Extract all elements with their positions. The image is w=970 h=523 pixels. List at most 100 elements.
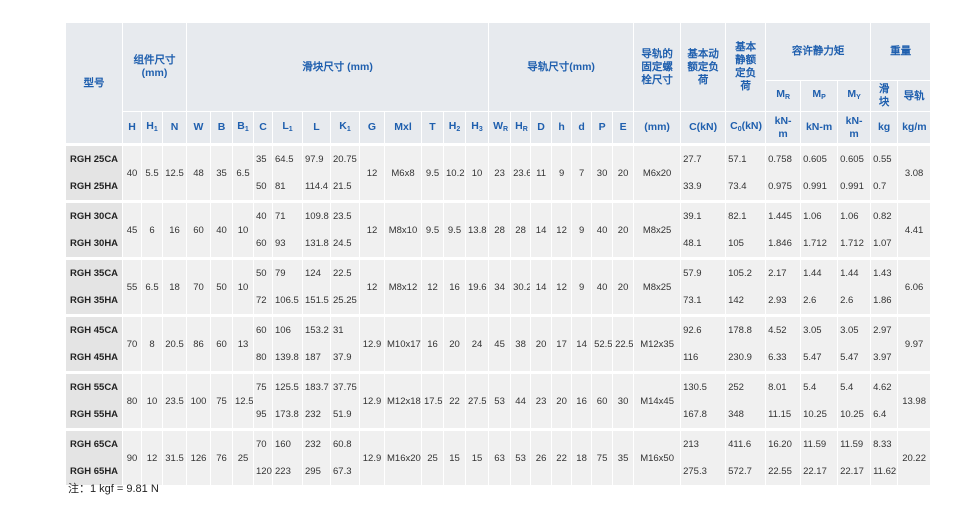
model-name: RGH 30HA: [65, 230, 123, 259]
shared-value: 60: [186, 200, 211, 259]
value: 2.17: [765, 257, 802, 287]
shared-value: M16x20: [384, 428, 422, 485]
shared-value: 16: [421, 314, 444, 373]
subscript: 2: [456, 125, 461, 133]
data-row: RGH 55CA 80 10 23.5 100 75 12.5 75 125.5 183.7 37.…: [65, 371, 932, 430]
value: 0.55: [870, 143, 899, 173]
shared-value: 80: [122, 371, 142, 430]
subscript: 1: [346, 125, 351, 133]
label: N: [170, 121, 179, 133]
value: 120: [253, 458, 273, 485]
value: 1.06: [800, 200, 839, 230]
value: 1.43: [870, 257, 899, 287]
label: B: [217, 121, 226, 133]
value: 50: [253, 257, 273, 287]
value: 37.9: [330, 344, 360, 373]
value: 22.5: [330, 257, 360, 287]
value: 4.52: [765, 314, 802, 344]
shared-value: 11: [530, 143, 553, 202]
value: 57.9: [680, 257, 727, 287]
model-name: RGH 45HA: [65, 344, 123, 373]
value: 411.6: [725, 428, 767, 458]
value: 67.3: [330, 458, 360, 485]
value: 50: [253, 173, 273, 202]
model-name: RGH 30CA: [65, 200, 123, 230]
shared-value: 27.5: [464, 371, 490, 430]
value: 11.15: [765, 401, 802, 430]
label: W: [493, 119, 504, 132]
shared-value: 34: [488, 257, 512, 316]
value: 5.4: [837, 371, 872, 401]
weight-header: 导轨: [897, 80, 932, 112]
value: 3.97: [870, 344, 899, 373]
label: D: [537, 121, 545, 133]
shared-value: 6.06: [897, 257, 932, 316]
value: 82.1: [725, 200, 767, 230]
shared-value: 12: [141, 428, 163, 485]
shared-value: 12.9: [359, 371, 385, 430]
shared-value: 45: [488, 314, 512, 373]
shared-value: 18: [571, 428, 593, 485]
value: 5.47: [800, 344, 839, 373]
shared-value: 30: [591, 143, 614, 202]
value: 22.55: [765, 458, 802, 485]
subscript: 3: [478, 125, 483, 133]
column-header: Mxl: [384, 111, 422, 145]
label: T: [429, 121, 436, 133]
shared-value: 7: [571, 143, 593, 202]
shared-value: 15: [464, 428, 490, 485]
value: 27.7: [680, 143, 727, 173]
shared-value: 12.9: [359, 314, 385, 373]
value: 167.8: [680, 401, 727, 430]
data-row: RGH 65HA 120 223 295 67.3 275.3 572.7 22.55 22.1…: [65, 458, 931, 485]
moment-header: MR: [765, 80, 802, 112]
value: 142: [725, 287, 767, 316]
value: 37.75: [330, 371, 360, 401]
value: 1.445: [765, 200, 802, 230]
value: 73.1: [680, 287, 727, 316]
value: 0.991: [837, 173, 872, 202]
shared-value: 45: [122, 200, 142, 259]
value: 5.4: [800, 371, 839, 401]
shared-value: 16: [443, 257, 466, 316]
value: 11.59: [800, 428, 839, 458]
label: L: [282, 119, 289, 132]
column-header: T: [421, 111, 444, 145]
column-header: H1: [141, 111, 163, 145]
value: 8.33: [870, 428, 899, 458]
label: H: [146, 119, 154, 132]
value: 1.44: [837, 257, 872, 287]
shared-value: 40: [591, 200, 614, 259]
value: 92.6: [680, 314, 727, 344]
shared-value: 53: [488, 371, 512, 430]
value: 116: [680, 344, 727, 373]
shared-value: 53: [510, 428, 532, 485]
value: 79: [272, 257, 303, 287]
value: 109.8: [302, 200, 331, 230]
column-header: C: [253, 111, 273, 145]
column-header: L1: [272, 111, 303, 145]
shared-value: 22: [551, 428, 573, 485]
value: 5.47: [837, 344, 872, 373]
value: 10.25: [837, 401, 872, 430]
label: M: [776, 88, 785, 100]
shared-value: 52.5: [591, 314, 614, 373]
shared-value: 20: [443, 314, 466, 373]
column-header: (mm): [633, 111, 682, 145]
data-row: RGH 25CA 40 5.5 12.5 48 35 6.5 35 64.5 97.9 20.75 1…: [65, 143, 932, 202]
column-header: B1: [232, 111, 254, 145]
data-row: RGH 35HA 72 106.5 151.5 25.25 73.1 142 2.93 2.6 2…: [65, 287, 931, 316]
shared-value: 16: [162, 200, 187, 259]
value: 1.846: [765, 230, 802, 259]
subscript: 1: [288, 125, 293, 133]
label: K: [339, 119, 347, 132]
value: 114.4: [302, 173, 331, 202]
value: 39.1: [680, 200, 727, 230]
shared-value: 26: [530, 428, 553, 485]
shared-value: 60: [210, 314, 233, 373]
shared-value: 23.5: [162, 371, 187, 430]
shared-value: 50: [210, 257, 233, 316]
model-name: RGH 25HA: [65, 173, 123, 202]
shared-value: 76: [210, 428, 233, 485]
